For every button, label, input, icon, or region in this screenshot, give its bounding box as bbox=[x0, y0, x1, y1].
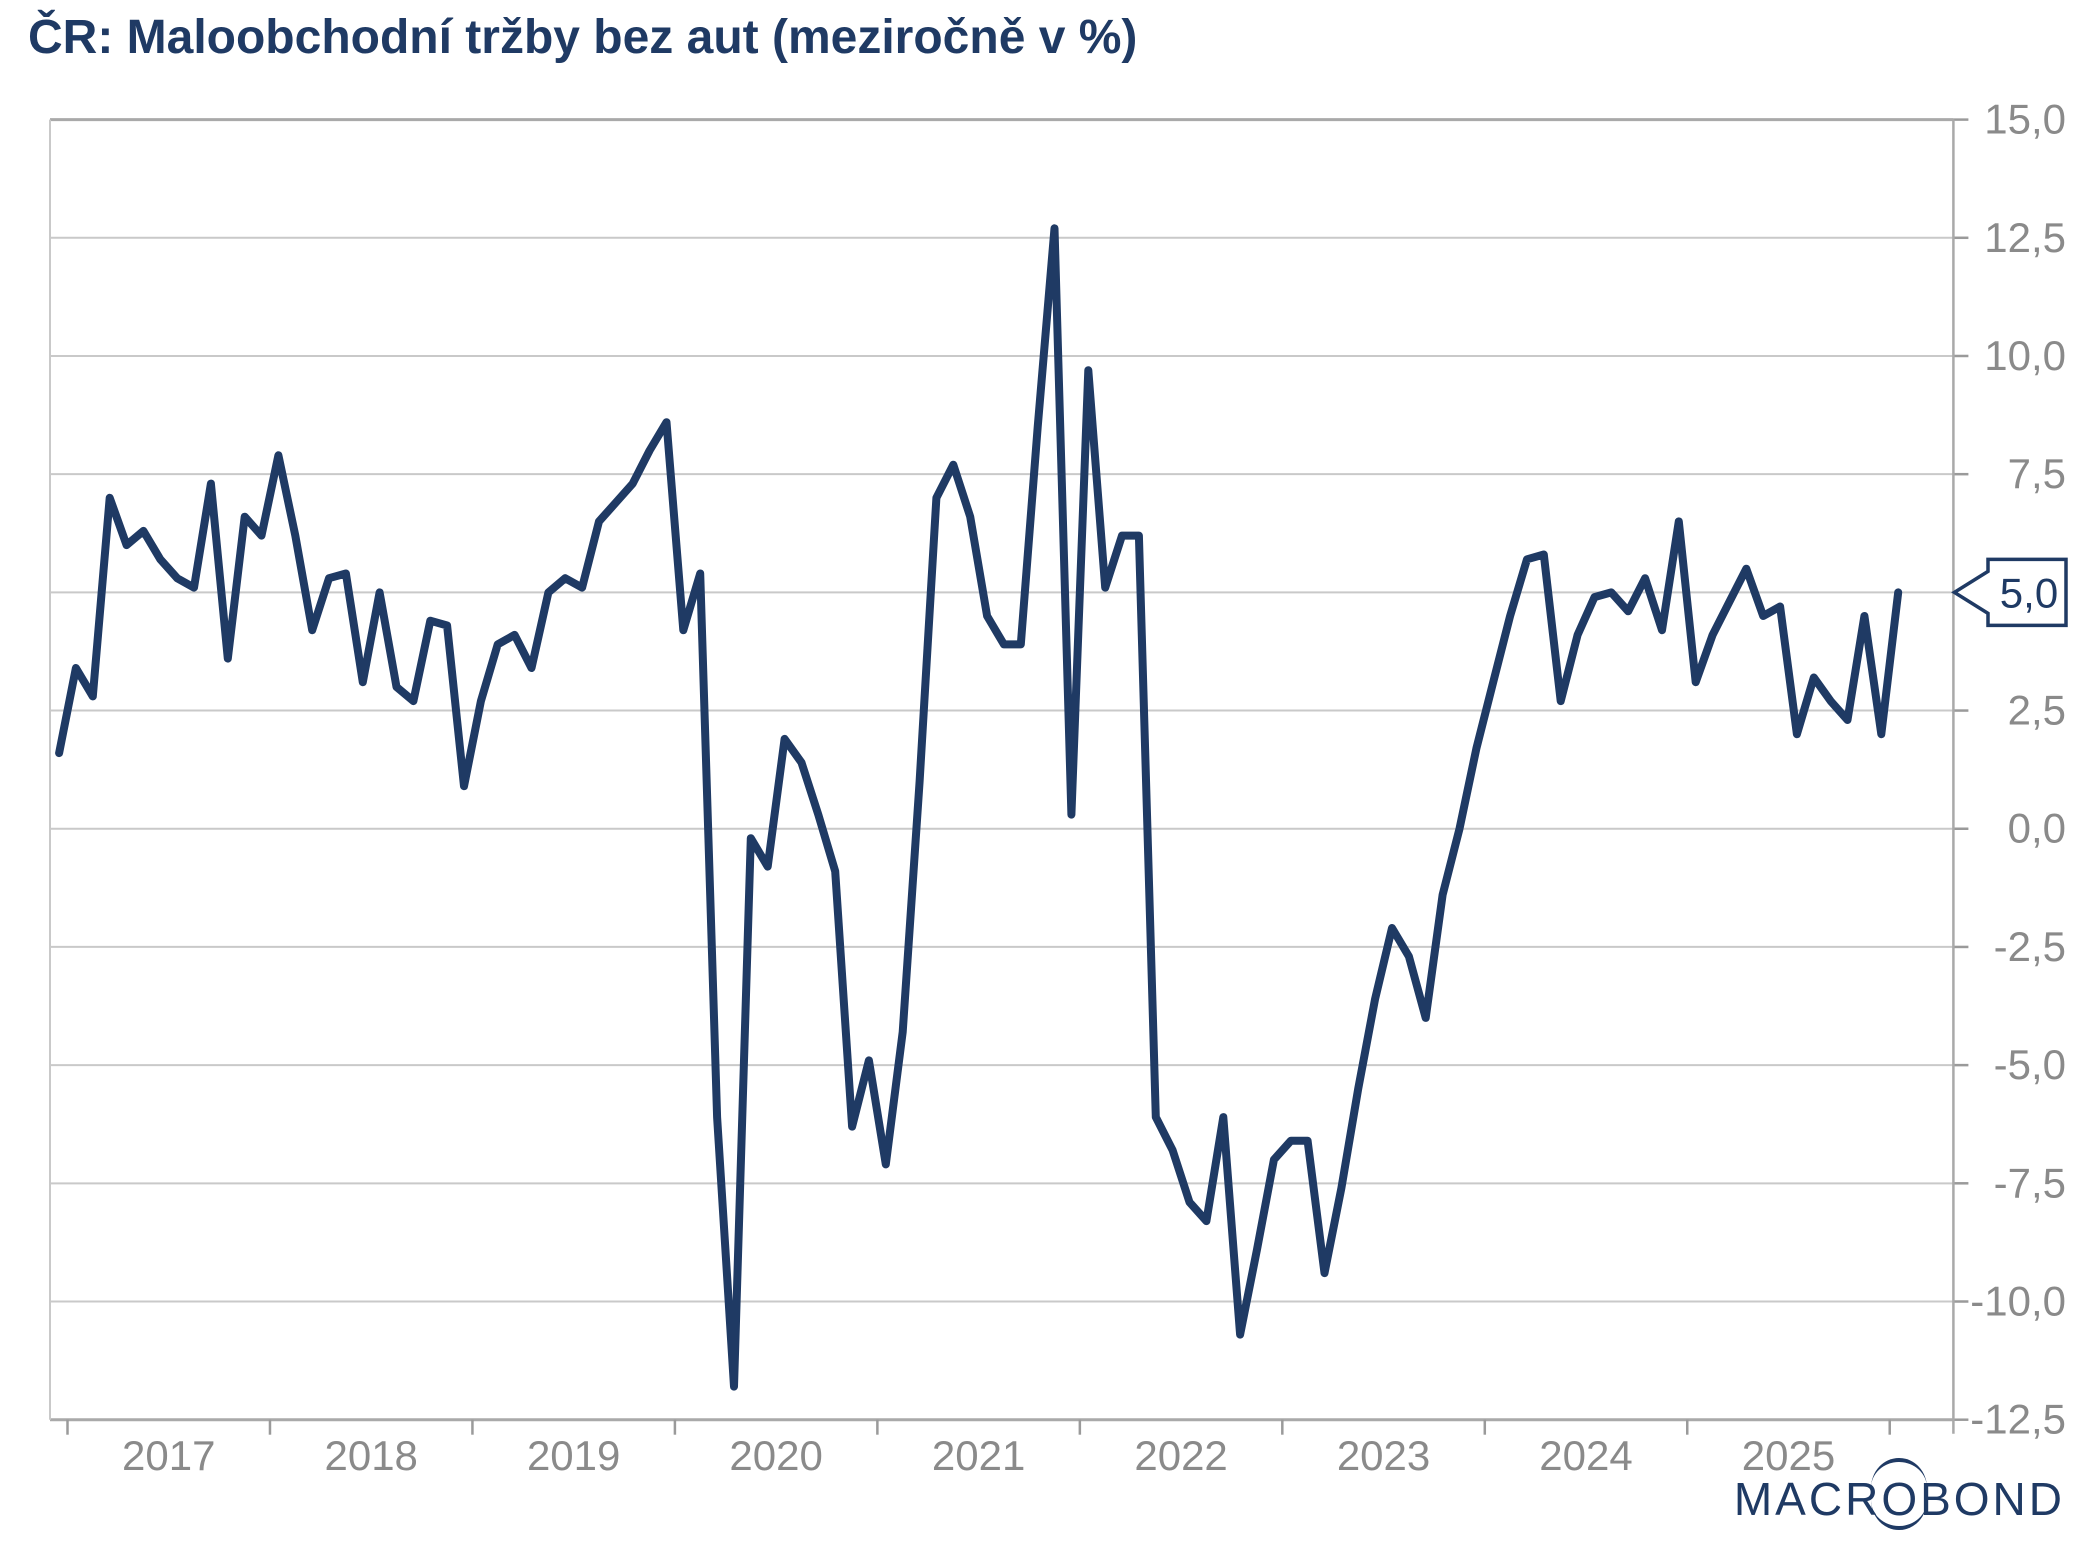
y-axis-label: -5,0 bbox=[1994, 1041, 2066, 1088]
y-axis-label: 7,5 bbox=[2008, 450, 2066, 497]
y-axis-label: 10,0 bbox=[1984, 332, 2066, 379]
x-axis-label: 2022 bbox=[1134, 1432, 1227, 1479]
y-axis-label: -7,5 bbox=[1994, 1159, 2066, 1206]
y-axis-label: -10,0 bbox=[1970, 1278, 2066, 1325]
y-axis-label: 0,0 bbox=[2008, 805, 2066, 852]
y-axis-label: -12,5 bbox=[1970, 1396, 2066, 1443]
latest-value-callout bbox=[1951, 557, 2068, 628]
latest-value-label: 5,0 bbox=[2000, 569, 2058, 616]
chart-title: ČR: Maloobchodní tržby bez aut (meziročn… bbox=[28, 11, 1138, 64]
series-line bbox=[55, 224, 1903, 1391]
y-axis-label: 2,5 bbox=[2008, 687, 2066, 734]
macrobond-logo: MACR O BOND bbox=[1733, 1458, 2065, 1530]
x-axis-label: 2024 bbox=[1539, 1432, 1632, 1479]
x-axis-label: 2019 bbox=[527, 1432, 620, 1479]
logo-text-bond: BOND bbox=[1920, 1473, 2065, 1525]
logo-text-macr: MACR bbox=[1733, 1473, 1882, 1525]
x-axis-label: 2023 bbox=[1337, 1432, 1430, 1479]
y-axis-label: 12,5 bbox=[1984, 214, 2066, 261]
x-axis-label: 2025 bbox=[1742, 1432, 1835, 1479]
x-axis-label: 2018 bbox=[324, 1432, 417, 1479]
logo-o-with-arcs: O bbox=[1871, 1458, 1927, 1530]
y-axis-label: -2,5 bbox=[1994, 923, 2066, 970]
y-axis-label: 15,0 bbox=[1984, 96, 2066, 143]
x-axis-label: 2021 bbox=[932, 1432, 1025, 1479]
x-axis-label: 2020 bbox=[729, 1432, 822, 1479]
x-axis-label: 2017 bbox=[122, 1432, 215, 1479]
